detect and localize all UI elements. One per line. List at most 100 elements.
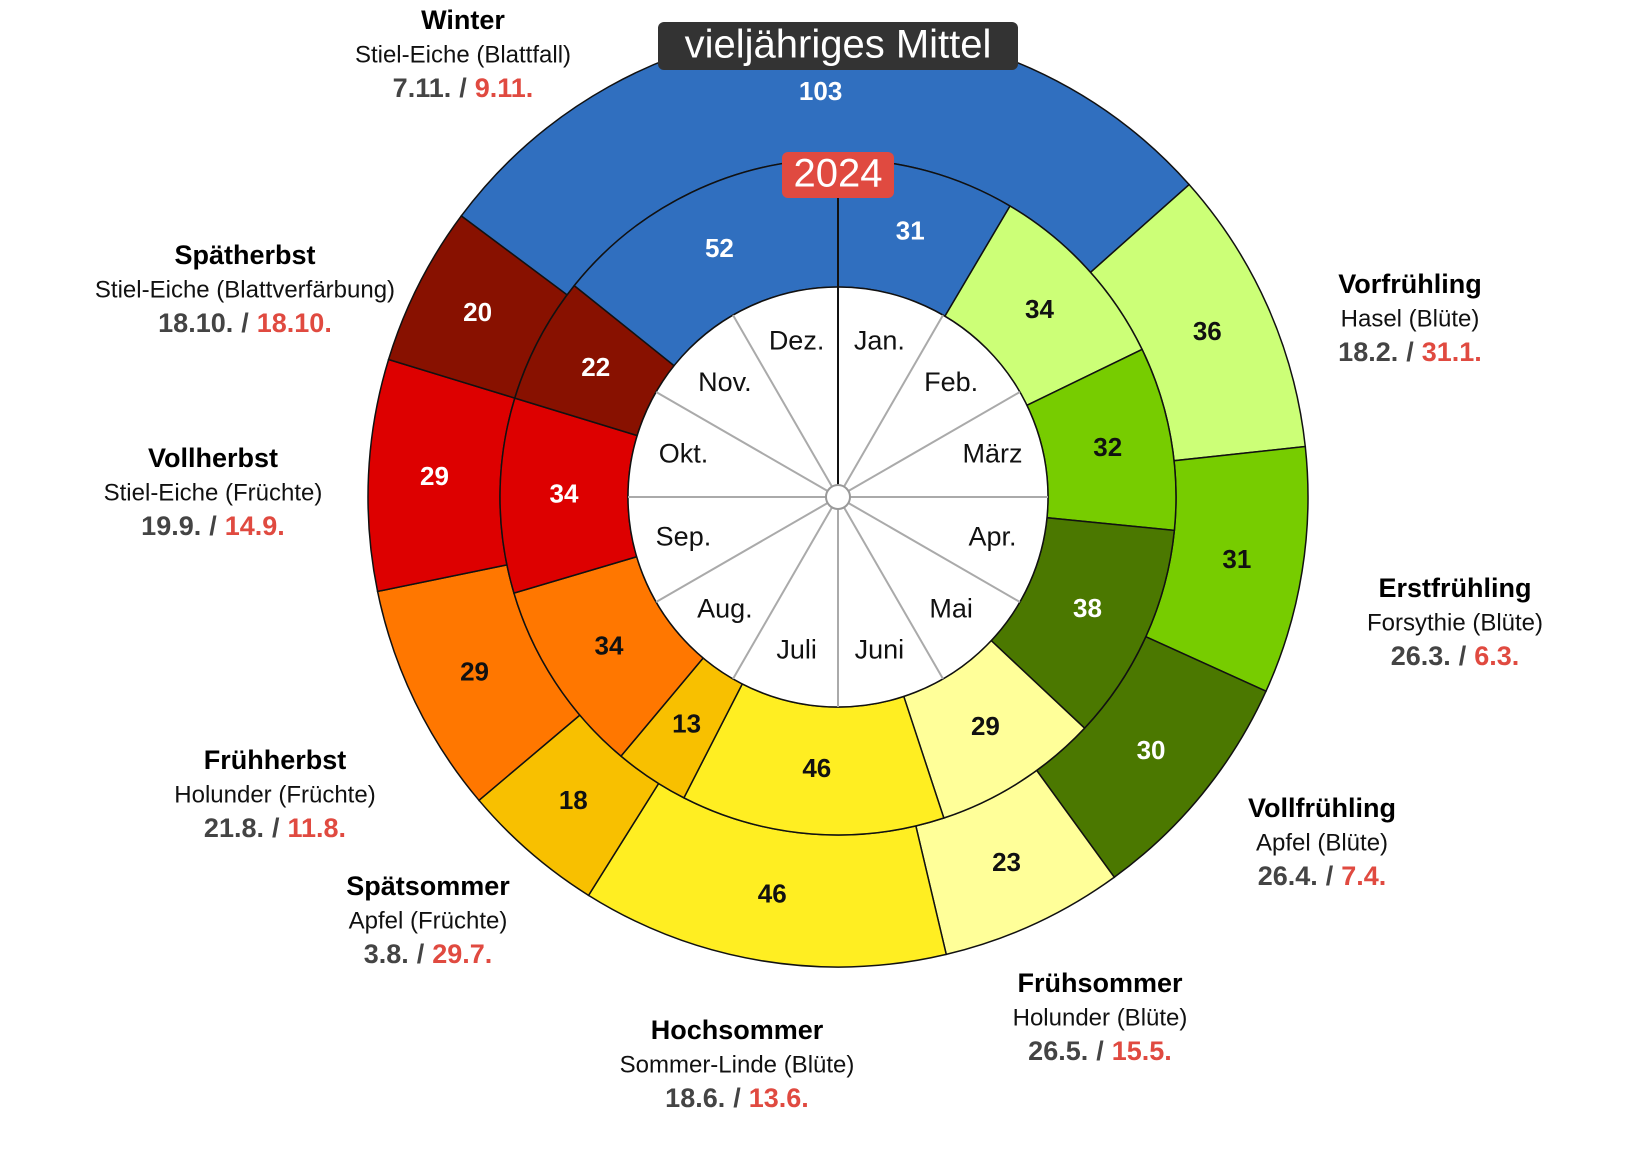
segment-value: 32: [1093, 432, 1122, 462]
current-date: 9.11.: [475, 73, 534, 103]
date-separator: /: [209, 511, 217, 541]
season-species: Stiel-Eiche (Früchte): [104, 479, 323, 506]
segment-value: 18: [559, 785, 588, 815]
mean-date: 26.3.: [1391, 641, 1451, 671]
segment-value: 29: [420, 461, 449, 491]
date-separator: /: [1406, 337, 1414, 367]
month-divider: [843, 314, 944, 488]
current-date: 7.4.: [1341, 861, 1386, 891]
month-label: Juli: [776, 635, 817, 665]
season-dates: 26.3. /6.3.: [1391, 641, 1520, 671]
current-date: 18.10.: [257, 308, 332, 338]
season-dates: 7.11./ 9.11.: [393, 73, 534, 103]
segment-value: 13: [672, 708, 701, 738]
segment-value: 31: [1222, 544, 1251, 574]
season-species: Sommer-Linde (Blüte): [620, 1051, 855, 1078]
segment-value: 30: [1137, 735, 1166, 765]
season-species: Stiel-Eiche (Blattfall): [355, 41, 571, 68]
segment-value: 34: [1025, 294, 1054, 324]
segment-value: 34: [550, 479, 579, 509]
season-dates: 21.8. / 11.8.: [204, 813, 346, 843]
season-name: Spätsommer: [346, 871, 510, 901]
series-title-box: [658, 22, 1018, 70]
season-name: Vollherbst: [148, 443, 278, 473]
current-date: 13.6.: [749, 1083, 809, 1113]
month-divider: [655, 502, 829, 603]
season-dates: 19.9. / 14.9.: [141, 511, 285, 541]
current-date: 29.7.: [432, 939, 492, 969]
date-separator: /: [1459, 641, 1467, 671]
mean-date: 26.4.: [1258, 861, 1318, 891]
center-dot: [825, 484, 851, 510]
month-label: Apr.: [969, 522, 1017, 552]
segment-value: 46: [758, 878, 787, 908]
date-separator: /: [241, 308, 249, 338]
date-separator: /: [733, 1083, 741, 1113]
mean-date: 26.5.: [1028, 1036, 1088, 1066]
date-separator: /: [1096, 1036, 1104, 1066]
date-separator: /: [272, 813, 280, 843]
date-separator: /: [459, 73, 467, 103]
mean-date: 7.11.: [393, 73, 452, 103]
segment-value: 34: [594, 630, 623, 660]
season-dates: 18.2. / 31.1.: [1338, 337, 1482, 367]
season-dates: 3.8. /29.7.: [364, 939, 493, 969]
month-label: Sep.: [656, 522, 712, 552]
segment-value: 52: [705, 233, 734, 263]
month-divider: [655, 391, 829, 492]
season-species: Stiel-Eiche (Blattverfärbung): [95, 276, 395, 303]
season-species: Hasel (Blüte): [1341, 305, 1480, 332]
month-divider: [732, 506, 833, 680]
current-date: 11.8.: [288, 813, 347, 843]
current-date: 31.1.: [1422, 337, 1482, 367]
month-label: Mai: [929, 593, 973, 623]
current-date: 14.9.: [225, 511, 285, 541]
series-title: 2024: [794, 152, 883, 196]
mean-date: 19.9.: [141, 511, 201, 541]
month-label: Okt.: [659, 439, 709, 469]
segment-value: 38: [1073, 593, 1102, 623]
season-species: Holunder (Früchte): [174, 781, 375, 808]
segment-value: 23: [992, 847, 1021, 877]
segment-value: 36: [1193, 316, 1222, 346]
season-species: Forsythie (Blüte): [1367, 609, 1543, 636]
month-label: Jan.: [854, 326, 905, 356]
current-date: 15.5.: [1112, 1036, 1172, 1066]
month-divider: [732, 314, 833, 488]
season-dates: 26.4. /7.4.: [1258, 861, 1387, 891]
month-divider: [847, 502, 1021, 603]
segment-value: 103: [799, 76, 842, 106]
series-title-box: [782, 152, 894, 198]
month-label: Nov.: [698, 367, 752, 397]
segment-value: 46: [802, 753, 831, 783]
month-label: Aug.: [697, 593, 753, 623]
segment-value: 29: [460, 656, 489, 686]
season-name: Hochsommer: [651, 1015, 824, 1045]
mean-date: 18.6.: [665, 1083, 725, 1113]
mean-date: 21.8.: [204, 813, 264, 843]
segment-value: 31: [896, 216, 925, 246]
mean-date: 3.8.: [364, 939, 409, 969]
month-label: Dez.: [769, 326, 825, 356]
season-dates: 26.5. / 15.5.: [1028, 1036, 1172, 1066]
season-species: Apfel (Früchte): [349, 907, 508, 934]
date-separator: /: [1326, 861, 1334, 891]
season-name: Vollfrühling: [1248, 793, 1396, 823]
season-name: Erstfrühling: [1379, 573, 1532, 603]
month-label: Feb.: [924, 367, 978, 397]
month-divider: [843, 506, 944, 680]
segment-value: 29: [971, 711, 1000, 741]
mean-date: 18.2.: [1338, 337, 1398, 367]
season-dates: 18.10. / 18.10.: [158, 308, 332, 338]
season-name: Spätherbst: [174, 240, 315, 270]
season-dates: 18.6. / 13.6.: [665, 1083, 809, 1113]
series-title: vieljähriges Mittel: [685, 23, 992, 67]
segment-value: 22: [581, 352, 610, 382]
season-name: Vorfrühling: [1338, 269, 1481, 299]
season-species: Apfel (Blüte): [1256, 829, 1388, 856]
month-label: März: [963, 439, 1023, 469]
month-label: Juni: [855, 635, 905, 665]
season-name: Frühherbst: [204, 745, 347, 775]
season-species: Holunder (Blüte): [1013, 1004, 1188, 1031]
